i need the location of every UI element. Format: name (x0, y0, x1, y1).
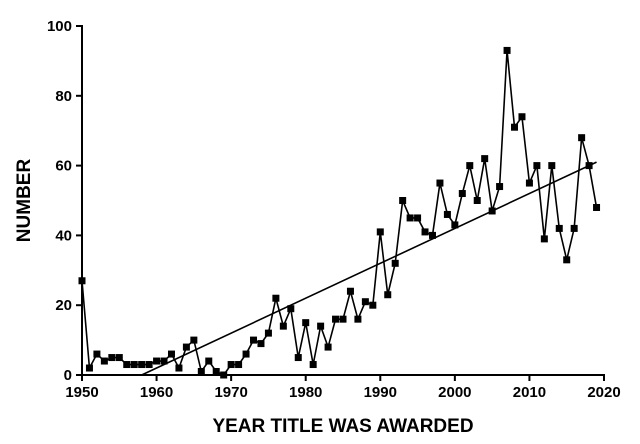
data-point (369, 301, 377, 309)
data-point (302, 319, 310, 327)
data-point (570, 224, 578, 232)
data-point (443, 210, 451, 218)
y-axis-title: NUMBER (14, 159, 35, 243)
x-tick-label: 1990 (364, 384, 397, 401)
data-point (190, 336, 198, 344)
data-point (93, 350, 101, 358)
data-point (138, 361, 146, 369)
y-tick-label: 40 (55, 227, 72, 244)
data-point (548, 162, 556, 170)
y-tick-label: 0 (64, 367, 72, 384)
data-point (540, 235, 548, 243)
data-point (309, 361, 317, 369)
data-point (272, 294, 280, 302)
y-tick-label: 20 (55, 297, 72, 314)
data-point (130, 361, 138, 369)
data-point (384, 291, 392, 299)
data-point (421, 228, 429, 236)
data-point (414, 214, 422, 222)
data-point (175, 364, 183, 372)
data-point (242, 350, 250, 358)
data-point (123, 361, 131, 369)
data-point (227, 361, 235, 369)
data-point (279, 322, 287, 330)
data-point (332, 315, 340, 323)
data-point (361, 298, 369, 306)
data-point (518, 113, 526, 121)
data-point (197, 368, 205, 376)
data-point (205, 357, 213, 365)
data-point (235, 361, 243, 369)
data-point (346, 287, 354, 295)
x-tick-label: 1970 (214, 384, 247, 401)
y-tick-label: 60 (55, 158, 72, 175)
data-point (78, 277, 86, 285)
data-point (160, 357, 168, 365)
data-point (481, 155, 489, 163)
x-tick-label: 1960 (140, 384, 173, 401)
data-point (339, 315, 347, 323)
x-axis-title: YEAR TITLE WAS AWARDED (212, 416, 473, 437)
data-point (264, 329, 272, 337)
y-tick-label: 100 (47, 18, 72, 35)
data-point (593, 203, 601, 211)
data-points (78, 46, 601, 379)
data-point (511, 123, 519, 131)
data-point (167, 350, 175, 358)
data-point (250, 336, 258, 344)
data-point (182, 343, 190, 351)
data-point (376, 228, 384, 236)
data-point (525, 179, 533, 187)
data-point (503, 46, 511, 54)
data-point (153, 357, 161, 365)
data-point (399, 197, 407, 204)
x-tick-label: 2000 (438, 384, 471, 401)
data-point (287, 305, 295, 313)
data-point (473, 197, 481, 204)
data-point (458, 190, 466, 198)
data-point (85, 364, 93, 372)
data-point (212, 368, 220, 376)
data-point (406, 214, 414, 222)
data-point (533, 162, 541, 170)
trend-line (141, 161, 597, 376)
x-tick-label: 1950 (65, 384, 98, 401)
data-point (578, 134, 586, 142)
data-point (354, 315, 362, 323)
series-line (81, 50, 598, 377)
data-point (585, 162, 593, 170)
x-tick-label: 2010 (513, 384, 546, 401)
data-point (563, 256, 571, 264)
data-point (496, 183, 504, 191)
data-point (220, 371, 228, 379)
x-tick-label: 1980 (289, 384, 322, 401)
data-point (257, 340, 265, 348)
axes (81, 25, 605, 376)
data-point (108, 354, 116, 362)
x-tick-label: 2020 (587, 384, 620, 401)
data-point (488, 207, 496, 215)
data-point (451, 221, 459, 229)
data-point (466, 162, 474, 170)
data-point (555, 224, 563, 232)
data-point (115, 354, 123, 362)
tick-group: 1950 1960 1970 1980 1990 2000 2010 2020 0 20 40 60 8… (47, 18, 621, 401)
data-point (391, 259, 399, 267)
data-point (324, 343, 332, 351)
data-point (100, 357, 108, 365)
data-point (436, 179, 444, 187)
data-point (294, 354, 302, 362)
data-point (145, 361, 153, 369)
data-point (428, 231, 436, 239)
y-tick-label: 80 (55, 88, 72, 105)
data-point (317, 322, 325, 330)
